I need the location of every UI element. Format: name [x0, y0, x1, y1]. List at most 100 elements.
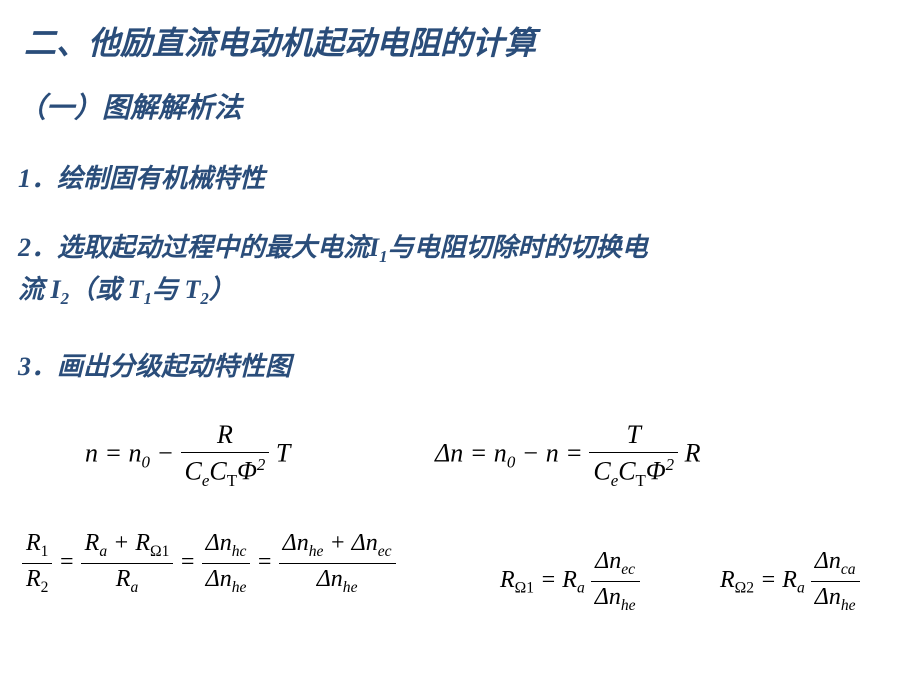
- f3-dnhe3: Δn: [317, 566, 343, 592]
- f4-sa: a: [577, 580, 585, 597]
- f1-T: T: [227, 471, 237, 490]
- var-I1-sub: 1: [379, 247, 387, 266]
- main-title: 二、他励直流电动机起动电阻的计算: [24, 18, 536, 64]
- section2-f: ）: [209, 275, 235, 304]
- f3-frac3: Δnhc Δnhe: [202, 530, 251, 597]
- var-I2-sub: 2: [61, 289, 69, 308]
- f3-dnhc: Δn: [206, 530, 232, 556]
- f2-T: T: [636, 471, 646, 490]
- f1-den: CeCTΦ2: [181, 453, 270, 491]
- f3-Ra1: R: [85, 530, 100, 556]
- f3-dnhe2: Δn: [283, 530, 309, 556]
- f4-dnhe: Δn: [595, 584, 621, 610]
- f2-phi: Φ: [646, 457, 666, 486]
- f5-om2: Ω2: [735, 580, 754, 597]
- f2-dn: Δn = n: [435, 438, 507, 467]
- f2-sub0: 0: [507, 453, 515, 472]
- f3-she1: he: [232, 579, 247, 596]
- f3-she3: he: [343, 579, 358, 596]
- f5-eq: =: [754, 567, 782, 593]
- f5-Ra: R: [782, 567, 797, 593]
- f1-minus: −: [150, 438, 181, 467]
- f1-tail: T: [269, 438, 290, 467]
- f5-R: R: [720, 567, 735, 593]
- section-3: 3．画出分级起动特性图: [18, 346, 291, 383]
- f4-om1: Ω1: [515, 580, 534, 597]
- f4-R: R: [500, 567, 515, 593]
- f1-CT: C: [209, 457, 226, 486]
- f1-frac: R CeCTΦ2: [181, 420, 270, 491]
- section2-d: （或: [69, 275, 121, 304]
- section-2: 2．选取起动过程中的最大电流I1与电阻切除时的切换电 流 I2（或 T1与 T2…: [18, 228, 898, 311]
- f4-num: Δnec: [591, 548, 640, 582]
- f3-shc: hc: [232, 543, 247, 560]
- f3-dnhe1: Δn: [206, 566, 232, 592]
- f2-Ce: C: [593, 457, 610, 486]
- f2-sq: 2: [666, 455, 674, 474]
- formula-3: R1 R2 = Ra + RΩ1 Ra = Δnhc Δnhe = Δnhe +…: [22, 530, 396, 597]
- formula-5: RΩ2 = Ra Δnca Δnhe: [720, 548, 860, 615]
- f3-den3: Δnhe: [202, 564, 251, 597]
- f5-den: Δnhe: [811, 582, 860, 615]
- f3-den4: Δnhe: [279, 564, 396, 597]
- f1-sq: 2: [257, 455, 265, 474]
- var-I2: I: [51, 275, 61, 304]
- section2-a: 2．选取起动过程中的最大电流: [18, 233, 369, 262]
- f2-frac: T CeCTΦ2: [589, 420, 678, 491]
- section2-e: 与: [152, 275, 178, 304]
- formula-4: RΩ1 = Ra Δnec Δnhe: [500, 548, 640, 615]
- f3-frac2: Ra + RΩ1 Ra: [81, 530, 174, 597]
- section2-c: 流: [18, 275, 44, 304]
- f1-phi: Φ: [237, 457, 257, 486]
- f3-num3: Δnhc: [202, 530, 251, 564]
- title-text: 二、他励直流电动机起动电阻的计算: [24, 25, 536, 61]
- f4-frac: Δnec Δnhe: [591, 548, 640, 615]
- f3-sa1: a: [99, 543, 107, 560]
- subtitle: （一）图解解析法: [18, 86, 242, 126]
- section2-b: 与电阻切除时的切换电: [388, 233, 648, 262]
- f5-frac: Δnca Δnhe: [811, 548, 860, 615]
- f3-frac1: R1 R2: [22, 530, 52, 597]
- var-T1: T: [128, 275, 144, 304]
- f2-CT: C: [618, 457, 635, 486]
- f3-sec: ec: [378, 543, 392, 560]
- f1-sub0: 0: [142, 453, 150, 472]
- formula-1: n = n0 − R CeCTΦ2 T: [85, 420, 290, 491]
- f3-eq1: =: [52, 549, 80, 575]
- f4-she: he: [621, 597, 636, 614]
- section-1: 1．绘制固有机械特性: [18, 158, 265, 195]
- f3-num4: Δnhe + Δnec: [279, 530, 396, 564]
- f3-R1v: R: [26, 530, 41, 556]
- f3-eq3: =: [250, 549, 278, 575]
- f3-frac4: Δnhe + Δnec Δnhe: [279, 530, 396, 597]
- f5-sca: ca: [841, 561, 856, 578]
- f2-den: CeCTΦ2: [589, 453, 678, 491]
- f5-dnhe: Δn: [815, 584, 841, 610]
- f4-sec: ec: [621, 561, 635, 578]
- f3-num2: Ra + RΩ1: [81, 530, 174, 564]
- var-T2: T: [184, 275, 200, 304]
- subtitle-text: （一）图解解析法: [18, 93, 242, 124]
- f5-she: he: [841, 597, 856, 614]
- var-T2-sub: 2: [200, 289, 208, 308]
- f3-eq2: =: [173, 549, 201, 575]
- f3-Rom: R: [135, 530, 150, 556]
- f4-eq: =: [534, 567, 562, 593]
- var-I1: I: [369, 233, 379, 262]
- f4-dnec: Δn: [595, 548, 621, 574]
- f1-num: R: [181, 420, 270, 453]
- f3-den2: Ra: [81, 564, 174, 597]
- f3-Ra2: R: [116, 566, 131, 592]
- f3-sa2: a: [130, 579, 138, 596]
- section1-text: 1．绘制固有机械特性: [18, 164, 265, 193]
- formula-2: Δn = n0 − n = T CeCTΦ2 R: [435, 420, 701, 491]
- f4-den: Δnhe: [591, 582, 640, 615]
- f3-plus2: +: [323, 530, 351, 556]
- f2-tail: R: [678, 438, 700, 467]
- section3-text: 3．画出分级起动特性图: [18, 352, 291, 381]
- f3-plus: +: [107, 530, 135, 556]
- f3-R2v: R: [26, 566, 41, 592]
- f2-num: T: [589, 420, 678, 453]
- f1-Ce: C: [185, 457, 202, 486]
- f3-she2: he: [309, 543, 324, 560]
